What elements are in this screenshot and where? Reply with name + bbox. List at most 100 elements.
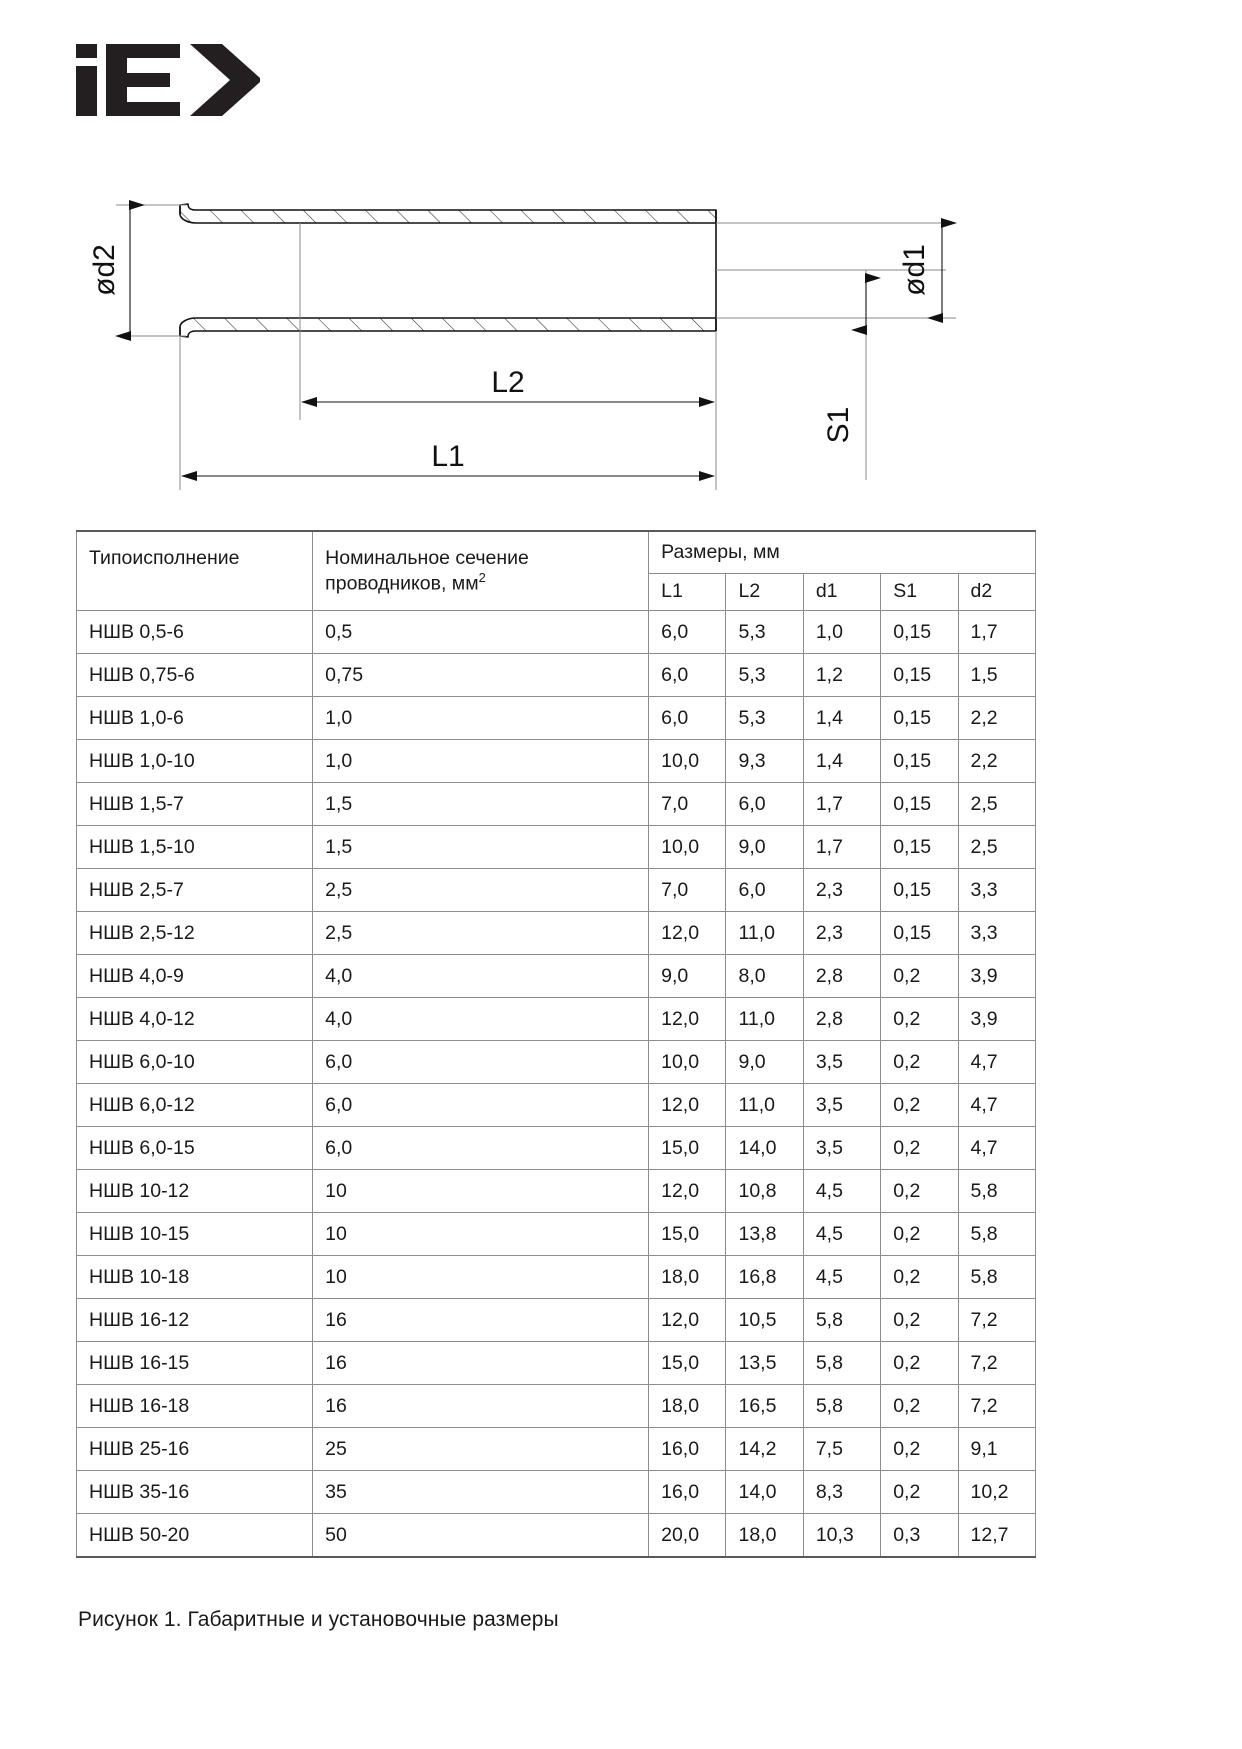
figure-caption: Рисунок 1. Габаритные и установочные раз… bbox=[78, 1608, 559, 1631]
table-row: НШВ 4,0-12 4,0 12,0 11,0 2,8 0,2 3,9 bbox=[75, 996, 1037, 1041]
cell-d1: 8,3 bbox=[802, 1469, 882, 1514]
cell-section: 16 bbox=[312, 1340, 650, 1385]
cell-d2: 9,1 bbox=[957, 1426, 1037, 1471]
cell-l2: 14,2 bbox=[725, 1426, 804, 1471]
svg-text:ød2: ød2 bbox=[88, 244, 121, 296]
cell-type: НШВ 16-12 bbox=[75, 1297, 314, 1342]
table-row: НШВ 6,0-12 6,0 12,0 11,0 3,5 0,2 4,7 bbox=[75, 1082, 1037, 1127]
cell-d2: 7,2 bbox=[957, 1340, 1037, 1385]
cell-s1: 0,15 bbox=[880, 867, 959, 912]
cell-section: 10 bbox=[312, 1168, 650, 1213]
cell-l1: 9,0 bbox=[648, 953, 727, 998]
cell-s1: 0,2 bbox=[880, 1211, 959, 1256]
cell-type: НШВ 16-18 bbox=[75, 1383, 314, 1428]
cell-d2: 7,2 bbox=[957, 1383, 1037, 1428]
cell-l1: 16,0 bbox=[648, 1469, 727, 1514]
table-row: НШВ 10-12 10 12,0 10,8 4,5 0,2 5,8 bbox=[75, 1168, 1037, 1213]
cell-type: НШВ 10-18 bbox=[75, 1254, 314, 1299]
svg-text:L2: L2 bbox=[491, 366, 524, 399]
cell-section: 6,0 bbox=[312, 1125, 650, 1170]
cell-d1: 3,5 bbox=[802, 1082, 882, 1127]
cell-d2: 12,7 bbox=[957, 1512, 1037, 1558]
cell-d1: 7,5 bbox=[802, 1426, 882, 1471]
dimension-l2: L2 bbox=[299, 223, 717, 490]
cell-d1: 3,5 bbox=[802, 1125, 882, 1170]
cell-section: 0,5 bbox=[312, 609, 650, 654]
cell-type: НШВ 0,5-6 bbox=[75, 609, 314, 654]
header-section-line1: Номинальное сечение bbox=[325, 547, 529, 569]
cell-l1: 6,0 bbox=[648, 652, 727, 697]
cell-d2: 1,5 bbox=[957, 652, 1037, 697]
cell-section: 2,5 bbox=[312, 910, 650, 955]
cell-s1: 0,2 bbox=[880, 953, 959, 998]
cell-l1: 10,0 bbox=[648, 824, 727, 869]
cell-d2: 4,7 bbox=[957, 1125, 1037, 1170]
cell-l2: 5,3 bbox=[725, 652, 804, 697]
cell-d1: 4,5 bbox=[802, 1168, 882, 1213]
cell-s1: 0,15 bbox=[880, 781, 959, 826]
header-section: Номинальное сечение проводников, мм2 bbox=[312, 529, 650, 611]
cell-l2: 9,3 bbox=[725, 738, 804, 783]
cell-d2: 2,5 bbox=[957, 824, 1037, 869]
table-row: НШВ 16-12 16 12,0 10,5 5,8 0,2 7,2 bbox=[75, 1297, 1037, 1342]
cell-section: 0,75 bbox=[312, 652, 650, 697]
table-row: НШВ 16-15 16 15,0 13,5 5,8 0,2 7,2 bbox=[75, 1340, 1037, 1385]
cell-section: 1,0 bbox=[312, 695, 650, 740]
specifications-table: Типоисполнение Номинальное сечение прово… bbox=[75, 529, 1037, 1558]
cell-l2: 11,0 bbox=[725, 910, 804, 955]
cell-l2: 14,0 bbox=[725, 1469, 804, 1514]
table-header-row-primary: Типоисполнение Номинальное сечение прово… bbox=[75, 529, 1036, 611]
cell-l1: 15,0 bbox=[648, 1125, 727, 1170]
cell-s1: 0,15 bbox=[880, 824, 959, 869]
cell-l1: 12,0 bbox=[648, 910, 727, 955]
table-row: НШВ 1,0-6 1,0 6,0 5,3 1,4 0,15 2,2 bbox=[75, 695, 1037, 740]
cell-type: НШВ 1,5-7 bbox=[75, 781, 314, 826]
cell-l2: 10,8 bbox=[725, 1168, 804, 1213]
cell-type: НШВ 25-16 bbox=[75, 1426, 314, 1471]
cell-s1: 0,2 bbox=[880, 1469, 959, 1514]
table-header-row-secondary: L1 L2 d1 S1 d2 bbox=[77, 573, 1037, 611]
table-row: НШВ 0,5-6 0,5 6,0 5,3 1,0 0,15 1,7 bbox=[75, 609, 1037, 654]
cell-d1: 2,8 bbox=[802, 996, 882, 1041]
dimension-l1: L1 bbox=[179, 336, 715, 490]
table-row: НШВ 16-18 16 18,0 16,5 5,8 0,2 7,2 bbox=[75, 1383, 1037, 1428]
cell-l2: 18,0 bbox=[725, 1512, 804, 1558]
cell-section: 6,0 bbox=[312, 1039, 650, 1084]
cell-type: НШВ 6,0-12 bbox=[75, 1082, 314, 1127]
svg-text:L1: L1 bbox=[431, 440, 464, 473]
cell-d2: 4,7 bbox=[957, 1039, 1037, 1084]
cell-section: 10 bbox=[312, 1254, 650, 1299]
cell-d1: 1,7 bbox=[802, 824, 882, 869]
cell-l2: 8,0 bbox=[725, 953, 804, 998]
table-row: НШВ 4,0-9 4,0 9,0 8,0 2,8 0,2 3,9 bbox=[75, 953, 1037, 998]
cell-d2: 3,9 bbox=[957, 996, 1037, 1041]
cell-section: 4,0 bbox=[312, 996, 650, 1041]
header-d2: d2 bbox=[957, 573, 1037, 611]
cell-l1: 10,0 bbox=[648, 738, 727, 783]
cell-d2: 1,7 bbox=[957, 609, 1037, 654]
table-row: НШВ 1,5-7 1,5 7,0 6,0 1,7 0,15 2,5 bbox=[75, 781, 1037, 826]
cell-d2: 2,5 bbox=[957, 781, 1037, 826]
cell-section: 16 bbox=[312, 1297, 650, 1342]
table-row: НШВ 6,0-15 6,0 15,0 14,0 3,5 0,2 4,7 bbox=[75, 1125, 1037, 1170]
cell-d1: 2,3 bbox=[802, 867, 882, 912]
cell-type: НШВ 6,0-15 bbox=[75, 1125, 314, 1170]
cell-s1: 0,15 bbox=[880, 695, 959, 740]
cell-l1: 12,0 bbox=[648, 1297, 727, 1342]
cell-type: НШВ 1,5-10 bbox=[75, 824, 314, 869]
cell-section: 16 bbox=[312, 1383, 650, 1428]
cell-type: НШВ 2,5-12 bbox=[75, 910, 314, 955]
cell-type: НШВ 35-16 bbox=[75, 1469, 314, 1514]
cell-type: НШВ 1,0-6 bbox=[75, 695, 314, 740]
cell-section: 4,0 bbox=[312, 953, 650, 998]
cell-l1: 15,0 bbox=[648, 1340, 727, 1385]
cell-d2: 2,2 bbox=[957, 738, 1037, 783]
cell-s1: 0,2 bbox=[880, 1039, 959, 1084]
cell-type: НШВ 10-15 bbox=[75, 1211, 314, 1256]
cell-s1: 0,3 bbox=[880, 1512, 959, 1558]
svg-text:S1: S1 bbox=[822, 407, 855, 444]
cell-section: 10 bbox=[312, 1211, 650, 1256]
header-s1: S1 bbox=[880, 573, 959, 611]
cell-d1: 1,4 bbox=[802, 738, 882, 783]
cell-s1: 0,15 bbox=[880, 609, 959, 654]
